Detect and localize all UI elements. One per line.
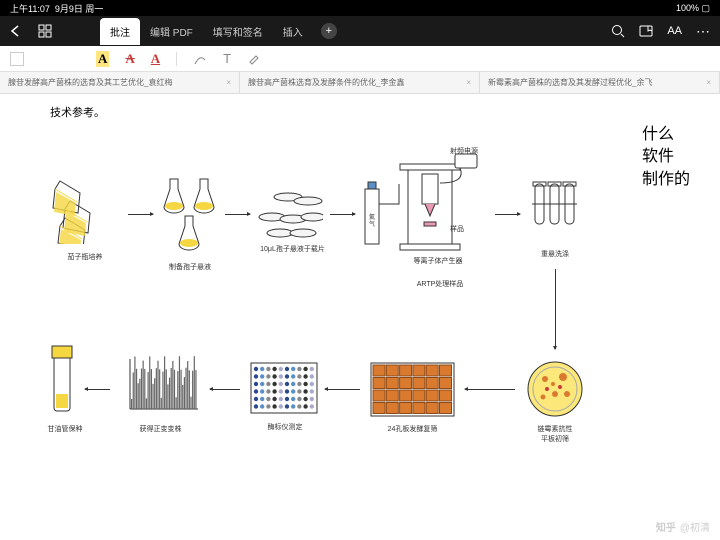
watermark: 知乎 @初清	[656, 519, 710, 534]
back-icon[interactable]	[10, 25, 20, 37]
more-icon[interactable]: ⋯	[696, 23, 710, 40]
status-date: 9月9日 周一	[55, 4, 104, 14]
text-size-icon[interactable]: AA	[667, 25, 682, 37]
petri-dish-icon	[525, 359, 585, 419]
arrow-icon	[210, 389, 240, 390]
status-bar: 上午11:07 9月9日 周一 100% ▢	[0, 0, 720, 16]
thumbnails-icon[interactable]	[38, 24, 52, 38]
add-tab-button[interactable]: +	[321, 23, 337, 39]
handwriting-line: 软件	[642, 146, 690, 168]
paragraph-text: 技术参考。	[50, 104, 105, 120]
step-label: 酶标仪测定	[255, 422, 315, 432]
step-label: 茄子瓶培养	[55, 252, 115, 262]
handwriting-annotation: 什么 软件 制作的	[642, 124, 690, 191]
flasks-icon	[160, 174, 220, 254]
svg-text:气: 气	[369, 220, 375, 228]
arrow-icon	[330, 214, 355, 215]
tab-fill[interactable]: 填写和签名	[203, 18, 273, 45]
step-label: 等离子体产生器	[398, 256, 478, 266]
underline-tool-icon[interactable]: A	[151, 51, 160, 67]
cryotube-icon	[50, 344, 75, 419]
arrow-icon	[128, 214, 153, 215]
step-label: 链霉素抗性 平板初筛	[525, 424, 585, 444]
close-icon[interactable]: ×	[466, 78, 471, 87]
status-time: 上午11:07	[10, 4, 50, 14]
arrow-icon	[325, 389, 360, 390]
step-label: 24孔板发酵复筛	[375, 424, 450, 434]
watermark-site: 知乎	[656, 519, 676, 534]
document-tabs: 腺苷发酵高产菌株的选育及其工艺优化_袁红梅 × 腺苷高产菌株选育及发酵条件的优化_…	[0, 72, 720, 94]
step-label: 样品	[450, 224, 464, 234]
strikethrough-tool-icon[interactable]: A	[125, 51, 134, 67]
annotation-bar: A A A T	[0, 46, 720, 72]
text-tool-icon[interactable]: T	[223, 51, 231, 66]
divider	[176, 52, 177, 66]
step-label: ARTP处理样品	[405, 279, 475, 289]
watermark-user: @初清	[680, 519, 710, 534]
step-label: 获得正变变株	[128, 424, 193, 434]
doc-tab-label: 新霉素高产菌株的选育及其发酵过程优化_余飞	[488, 77, 652, 88]
culture-bottles-icon	[50, 174, 120, 244]
close-icon[interactable]: ×	[706, 78, 711, 87]
arrow-icon	[465, 389, 515, 390]
highlight-tool-icon[interactable]: A	[96, 51, 109, 67]
doc-tab-label: 腺苷发酵高产菌株的选育及其工艺优化_袁红梅	[8, 77, 172, 88]
well-plate-icon	[370, 362, 455, 417]
doc-tab-1[interactable]: 腺苷发酵高产菌株的选育及其工艺优化_袁红梅 ×	[0, 72, 240, 93]
status-battery: 100%	[676, 3, 699, 13]
handwriting-line: 制作的	[642, 169, 690, 191]
tab-edit[interactable]: 编辑 PDF	[140, 18, 203, 45]
doc-tab-3[interactable]: 新霉素高产菌株的选育及其发酵过程优化_余飞 ×	[480, 72, 720, 93]
document-content: 技术参考。 什么 软件 制作的 茄子瓶培养 制备孢子悬液	[0, 94, 720, 540]
step-label: 甘油管保种	[40, 424, 90, 434]
main-toolbar: 批注 编辑 PDF 填写和签名 插入 + AA ⋯	[0, 16, 720, 46]
slides-icon	[258, 189, 323, 239]
artp-device-icon: 氦气	[360, 144, 490, 274]
step-label: 射频电源	[450, 146, 478, 156]
search-icon[interactable]	[611, 24, 625, 38]
step-label: 制备孢子悬液	[160, 262, 220, 272]
handwriting-line: 什么	[642, 124, 690, 146]
tab-insert[interactable]: 插入	[273, 18, 313, 45]
tab-annotate[interactable]: 批注	[100, 18, 140, 45]
step-label: 10μL孢子悬液于载片	[255, 244, 330, 254]
doc-tab-2[interactable]: 腺苷高产菌株选育及发酵条件的优化_李金鑫 ×	[240, 72, 480, 93]
doc-tab-label: 腺苷高产菌株选育及发酵条件的优化_李金鑫	[248, 77, 404, 88]
bookmark-icon[interactable]	[639, 24, 653, 38]
pen-tool-icon[interactable]	[193, 52, 207, 66]
arrow-icon	[225, 214, 250, 215]
bar-chart-icon	[120, 354, 200, 419]
eraser-tool-icon[interactable]	[247, 53, 259, 65]
tubes-icon	[530, 179, 580, 239]
microplate-icon	[250, 362, 318, 414]
arrow-icon	[85, 389, 110, 390]
svg-text:氦: 氦	[369, 213, 375, 221]
arrow-icon	[555, 269, 556, 349]
selection-tool-icon[interactable]	[10, 52, 24, 66]
arrow-icon	[495, 214, 520, 215]
step-label: 重悬洗涤	[530, 249, 580, 259]
close-icon[interactable]: ×	[226, 78, 231, 87]
